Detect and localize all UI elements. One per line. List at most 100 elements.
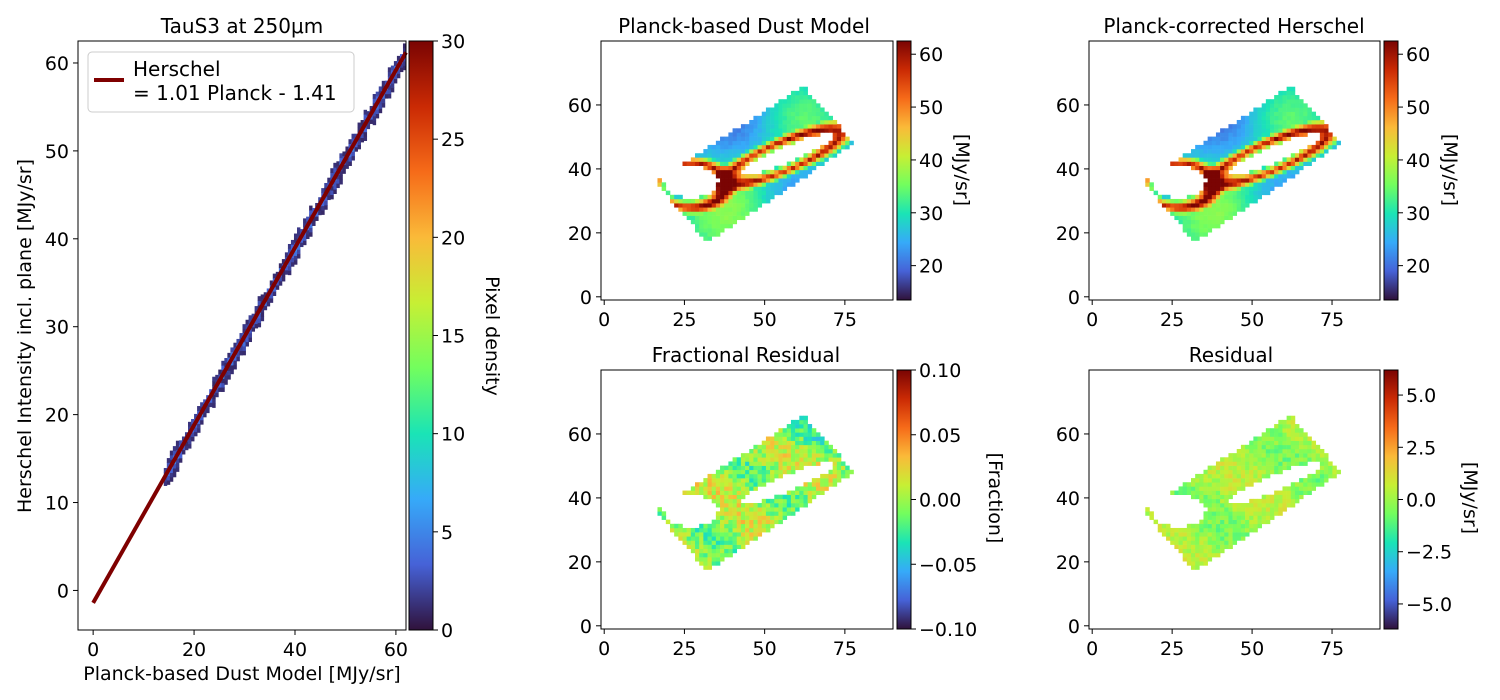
corrected-herschel-map-cell xyxy=(1274,136,1279,142)
fractional-residual-map-cell xyxy=(828,478,833,483)
corrected-herschel-map-cell xyxy=(1157,198,1163,204)
corrected-herschel-map-cell xyxy=(1195,194,1200,200)
corrected-herschel-map-cell xyxy=(1278,128,1283,133)
residual-map-cell xyxy=(1220,482,1225,487)
corrected-herschel-map-cell xyxy=(1220,198,1225,204)
corrected-herschel-map-cell xyxy=(1240,207,1246,212)
fractional-residual-y-tick-label: 60 xyxy=(568,424,592,446)
fractional-residual-map-cell xyxy=(790,461,796,466)
dust-model-map-cell xyxy=(803,90,808,96)
fractional-residual-map-cell xyxy=(736,461,742,466)
density-cell xyxy=(236,356,240,362)
fractional-residual-map-cell xyxy=(795,453,800,458)
dust-model-map-cell xyxy=(841,132,846,137)
corrected-herschel-map-cell xyxy=(1178,211,1183,216)
corrected-herschel-map-cell xyxy=(1232,157,1238,162)
density-cell xyxy=(169,468,174,473)
fractional-residual-map-cell xyxy=(736,536,742,541)
fractional-residual-map-cell xyxy=(715,519,721,525)
residual-map-cell xyxy=(1257,473,1262,479)
residual-map-cell xyxy=(1240,486,1246,491)
density-cell xyxy=(297,249,301,255)
residual-map-cell xyxy=(1215,532,1221,537)
corrected-herschel-map-cell xyxy=(1203,190,1208,196)
residual-map-cell xyxy=(1228,461,1233,466)
dust-model-map-cell xyxy=(732,198,738,204)
dust-model-map-cell xyxy=(774,103,779,108)
fractional-residual-map-cell xyxy=(740,482,746,487)
corrected-herschel-colorbar-gradient xyxy=(1383,40,1399,301)
residual-map-cell xyxy=(1282,419,1287,425)
residual-map-cell xyxy=(1178,532,1183,537)
dust-model-map-cell xyxy=(732,186,738,191)
dust-model-map-cell xyxy=(745,203,750,208)
corrected-herschel-map-cell xyxy=(1228,194,1233,200)
corrected-herschel-map-cell xyxy=(1257,144,1262,150)
density-cell xyxy=(224,358,228,363)
fractional-residual-map-cell xyxy=(782,494,788,500)
density-cell xyxy=(221,382,225,388)
residual-map-cell xyxy=(1240,536,1246,541)
fractional-residual-map-cell xyxy=(707,532,713,537)
dust-model-map-cell xyxy=(803,153,808,158)
dust-model-map-cell xyxy=(724,215,729,221)
dust-model-map-cell xyxy=(690,157,696,162)
residual-map-cell xyxy=(1265,469,1271,475)
dust-model-map-cell xyxy=(724,194,729,200)
dust-model-map-cell xyxy=(724,161,729,167)
corrected-herschel-map-cell xyxy=(1232,153,1238,158)
residual-map-cell xyxy=(1240,482,1246,487)
fractional-residual-map-cell xyxy=(720,473,725,479)
fractional-residual-map-cell xyxy=(720,548,725,554)
residual-map-cell xyxy=(1290,448,1296,454)
corrected-herschel-map-cell xyxy=(1249,115,1254,121)
fractional-residual-map-cell xyxy=(699,540,704,545)
fractional-residual-map-cell xyxy=(782,428,788,433)
fractional-residual-map-cell xyxy=(795,486,800,491)
residual-map-cell xyxy=(1261,515,1267,520)
dust-model-map-cell xyxy=(711,194,717,200)
residual-map-cell xyxy=(1211,478,1217,483)
dust-model-map-cell xyxy=(807,128,813,133)
dust-model-map-cell xyxy=(736,207,742,212)
dust-model-map-cell xyxy=(707,149,713,154)
fractional-residual-map-cell xyxy=(828,444,833,450)
fractional-residual-map-cell xyxy=(790,457,796,462)
dust-model-map-cell xyxy=(765,182,771,187)
fractional-residual-map-cell xyxy=(686,490,692,496)
density-cell xyxy=(363,127,368,133)
dust-model-map-cell xyxy=(732,194,738,200)
corrected-herschel-map-cell xyxy=(1303,119,1308,125)
residual-map-cell xyxy=(1236,448,1242,454)
fractional-residual-x-tick-label: 75 xyxy=(833,638,857,660)
fractional-residual-map-cell xyxy=(745,536,750,541)
fractional-residual-map-cell xyxy=(815,444,821,450)
fractional-residual-map-cell xyxy=(761,519,767,525)
residual-map-cell xyxy=(1299,490,1304,496)
fractional-residual-map-cell xyxy=(820,440,825,446)
residual-map-cell xyxy=(1215,465,1221,471)
fractional-residual-map-cell xyxy=(803,440,808,446)
dust-model-map-cell xyxy=(795,103,800,108)
dust-model-map-cell xyxy=(782,140,788,146)
residual-map-cell xyxy=(1203,523,1208,529)
dust-model-map-cell xyxy=(720,182,725,187)
dust-model-map-cell xyxy=(761,198,767,204)
dust-model-map-cell xyxy=(669,194,675,200)
fractional-residual-map-cell xyxy=(770,469,775,475)
dust-model-map-cell xyxy=(728,194,733,200)
corrected-herschel-map-cell xyxy=(1261,190,1267,196)
residual-map-cell xyxy=(1290,419,1296,425)
dust-model-map-cell xyxy=(690,215,696,221)
dust-model-map-cell xyxy=(711,165,717,171)
density-cell xyxy=(303,240,307,246)
density-cell xyxy=(387,89,392,95)
fractional-residual-map-cell xyxy=(753,444,758,450)
residual-map-cell xyxy=(1215,490,1221,496)
corrected-herschel-y-tick-label: 40 xyxy=(1056,159,1080,181)
corrected-herschel-axes-frame xyxy=(1088,40,1381,301)
corrected-herschel-map-cell xyxy=(1182,211,1188,216)
corrected-herschel-map-cell xyxy=(1278,99,1283,104)
residual-map-cell xyxy=(1286,448,1292,454)
density-cell xyxy=(297,227,301,233)
